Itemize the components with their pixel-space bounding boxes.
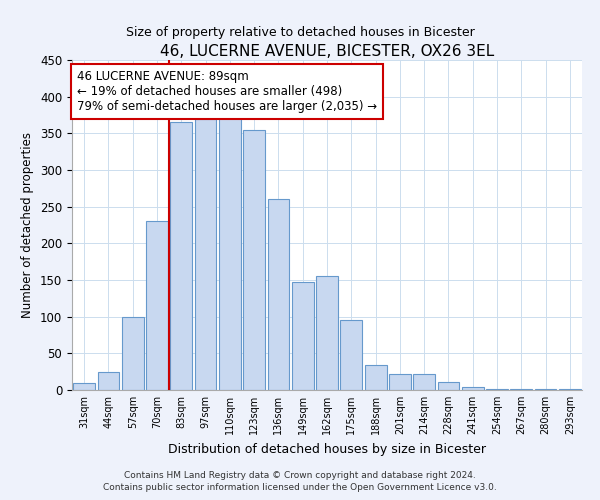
Bar [486,388,508,390]
Bar [268,200,289,390]
Bar [194,118,217,390]
Bar [97,372,119,390]
Title: 46, LUCERNE AVENUE, BICESTER, OX26 3EL: 46, LUCERNE AVENUE, BICESTER, OX26 3EL [160,44,494,59]
Bar [73,382,95,390]
Bar [340,320,362,390]
Bar [243,130,265,390]
Bar [559,388,581,390]
Bar [389,374,411,390]
Text: Size of property relative to detached houses in Bicester: Size of property relative to detached ho… [125,26,475,39]
Bar [219,115,241,390]
Bar [437,382,460,390]
Bar [122,316,143,390]
Bar [413,374,435,390]
Bar [462,387,484,390]
Y-axis label: Number of detached properties: Number of detached properties [22,132,34,318]
Bar [511,388,532,390]
Text: 46 LUCERNE AVENUE: 89sqm
← 19% of detached houses are smaller (498)
79% of semi-: 46 LUCERNE AVENUE: 89sqm ← 19% of detach… [77,70,377,113]
Bar [292,282,314,390]
Bar [365,365,386,390]
Bar [170,122,192,390]
Bar [316,276,338,390]
X-axis label: Distribution of detached houses by size in Bicester: Distribution of detached houses by size … [168,442,486,456]
Text: Contains HM Land Registry data © Crown copyright and database right 2024.
Contai: Contains HM Land Registry data © Crown c… [103,471,497,492]
Bar [146,222,168,390]
